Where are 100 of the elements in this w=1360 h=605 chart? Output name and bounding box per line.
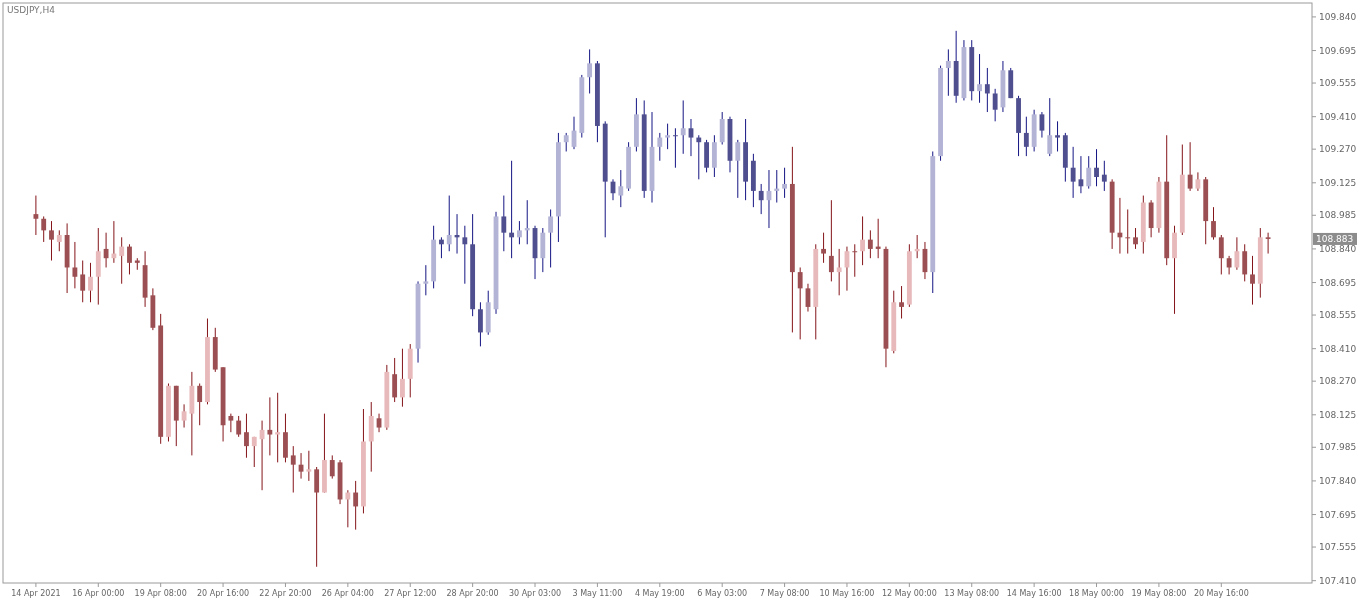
candlestick bbox=[314, 466, 320, 568]
candlestick bbox=[267, 396, 273, 456]
y-tick-label: 107.695 bbox=[1319, 509, 1357, 520]
candlestick bbox=[111, 220, 117, 264]
y-tick-label: 107.555 bbox=[1319, 542, 1357, 553]
candlestick bbox=[501, 195, 507, 252]
candlestick bbox=[228, 413, 234, 433]
candlestick bbox=[696, 134, 702, 180]
candlestick bbox=[836, 248, 842, 296]
candlestick bbox=[1250, 255, 1255, 306]
x-tick-label: 10 May 16:00 bbox=[819, 589, 875, 598]
candlestick bbox=[353, 480, 359, 531]
candlestick bbox=[587, 48, 593, 94]
candlestick bbox=[33, 195, 39, 236]
candlestick bbox=[236, 415, 242, 438]
x-tick-label: 14 Apr 2021 bbox=[11, 589, 61, 598]
candlestick bbox=[867, 229, 873, 259]
y-tick-label: 108.125 bbox=[1319, 409, 1357, 420]
candlestick bbox=[392, 357, 398, 403]
y-tick-label: 109.840 bbox=[1319, 12, 1357, 23]
x-tick-label: 19 May 08:00 bbox=[1131, 589, 1187, 598]
candlestick bbox=[1211, 206, 1216, 241]
x-tick-label: 28 Apr 20:00 bbox=[446, 589, 499, 598]
y-tick-label: 107.985 bbox=[1319, 442, 1357, 453]
candlestick bbox=[1094, 148, 1099, 187]
candlestick bbox=[127, 243, 132, 275]
candlestick bbox=[462, 225, 468, 285]
x-tick-label: 20 May 16:00 bbox=[1193, 589, 1249, 598]
candlestick bbox=[517, 220, 522, 245]
candlestick bbox=[41, 215, 47, 243]
x-tick-label: 30 Apr 03:00 bbox=[508, 589, 562, 598]
candlestick bbox=[680, 99, 686, 155]
x-tick-label: 3 May 11:00 bbox=[572, 589, 623, 598]
candlestick bbox=[275, 392, 281, 463]
candlestick bbox=[88, 262, 93, 303]
candlestick bbox=[1226, 255, 1232, 275]
candlestick bbox=[774, 169, 780, 204]
candlestick bbox=[914, 234, 920, 259]
y-tick-label: 107.410 bbox=[1319, 575, 1357, 586]
candlestick bbox=[977, 53, 982, 104]
candlestick bbox=[984, 67, 990, 113]
candlestick bbox=[852, 243, 858, 278]
candlestick bbox=[1101, 160, 1107, 192]
candlestick bbox=[1265, 232, 1271, 255]
candlestick bbox=[251, 436, 257, 468]
candlestick bbox=[329, 454, 335, 480]
y-tick-label: 109.555 bbox=[1319, 78, 1357, 89]
candlestick bbox=[992, 88, 998, 122]
candlestick bbox=[423, 264, 429, 296]
y-tick-label: 108.840 bbox=[1319, 244, 1357, 255]
candlestick bbox=[56, 229, 62, 252]
x-tick-label: 22 Apr 20:00 bbox=[259, 589, 312, 598]
candlestick bbox=[1195, 171, 1201, 192]
candlestick bbox=[244, 413, 249, 459]
x-tick-label: 12 May 00:00 bbox=[881, 589, 937, 598]
candlestick bbox=[875, 218, 881, 259]
candlestick bbox=[1047, 97, 1053, 157]
x-tick-label: 6 May 03:00 bbox=[697, 589, 748, 598]
y-tick-label: 108.985 bbox=[1319, 210, 1357, 221]
candlestick bbox=[1023, 116, 1029, 157]
candlestick bbox=[672, 127, 678, 169]
candlestick bbox=[524, 199, 530, 245]
candlestick bbox=[735, 139, 741, 199]
candlestick bbox=[119, 236, 125, 285]
candlestick bbox=[1055, 120, 1060, 152]
candlestick bbox=[860, 215, 865, 266]
y-tick-label: 108.410 bbox=[1319, 343, 1357, 354]
x-tick-label: 26 Apr 04:00 bbox=[321, 589, 374, 598]
x-tick-label: 7 May 08:00 bbox=[759, 589, 810, 598]
candlestick bbox=[665, 123, 671, 150]
candlestick bbox=[80, 260, 86, 303]
candlestick bbox=[306, 450, 312, 482]
x-tick-label: 16 Apr 00:00 bbox=[72, 589, 125, 598]
candlestick bbox=[1133, 227, 1138, 250]
candlestick bbox=[72, 241, 78, 289]
candlestick bbox=[618, 169, 624, 208]
candlestick bbox=[1125, 208, 1131, 255]
x-tick-label: 14 May 16:00 bbox=[1006, 589, 1062, 598]
y-tick-label: 108.555 bbox=[1319, 310, 1357, 321]
candlestick bbox=[1070, 146, 1076, 199]
y-tick-label: 109.125 bbox=[1319, 177, 1357, 188]
y-tick-label: 108.270 bbox=[1319, 376, 1357, 387]
candlestick bbox=[782, 167, 787, 199]
candlestick bbox=[1187, 141, 1193, 192]
x-tick-label: 20 Apr 16:00 bbox=[196, 589, 250, 598]
candlestick bbox=[103, 232, 109, 268]
candlestick bbox=[290, 445, 296, 494]
x-tick-label: 19 Apr 08:00 bbox=[134, 589, 187, 598]
candlestick bbox=[657, 132, 663, 162]
candlestick bbox=[719, 111, 725, 146]
candlestick bbox=[945, 48, 951, 97]
candlestick bbox=[439, 236, 444, 259]
candlestick bbox=[797, 266, 803, 340]
candlestick bbox=[1218, 234, 1224, 275]
candlestick bbox=[899, 285, 904, 320]
candlestick bbox=[446, 195, 452, 252]
x-tick-label: 27 Apr 12:00 bbox=[384, 589, 437, 598]
candlestick bbox=[1242, 243, 1248, 282]
candlestick bbox=[563, 132, 569, 152]
y-tick-label: 109.410 bbox=[1319, 111, 1357, 122]
